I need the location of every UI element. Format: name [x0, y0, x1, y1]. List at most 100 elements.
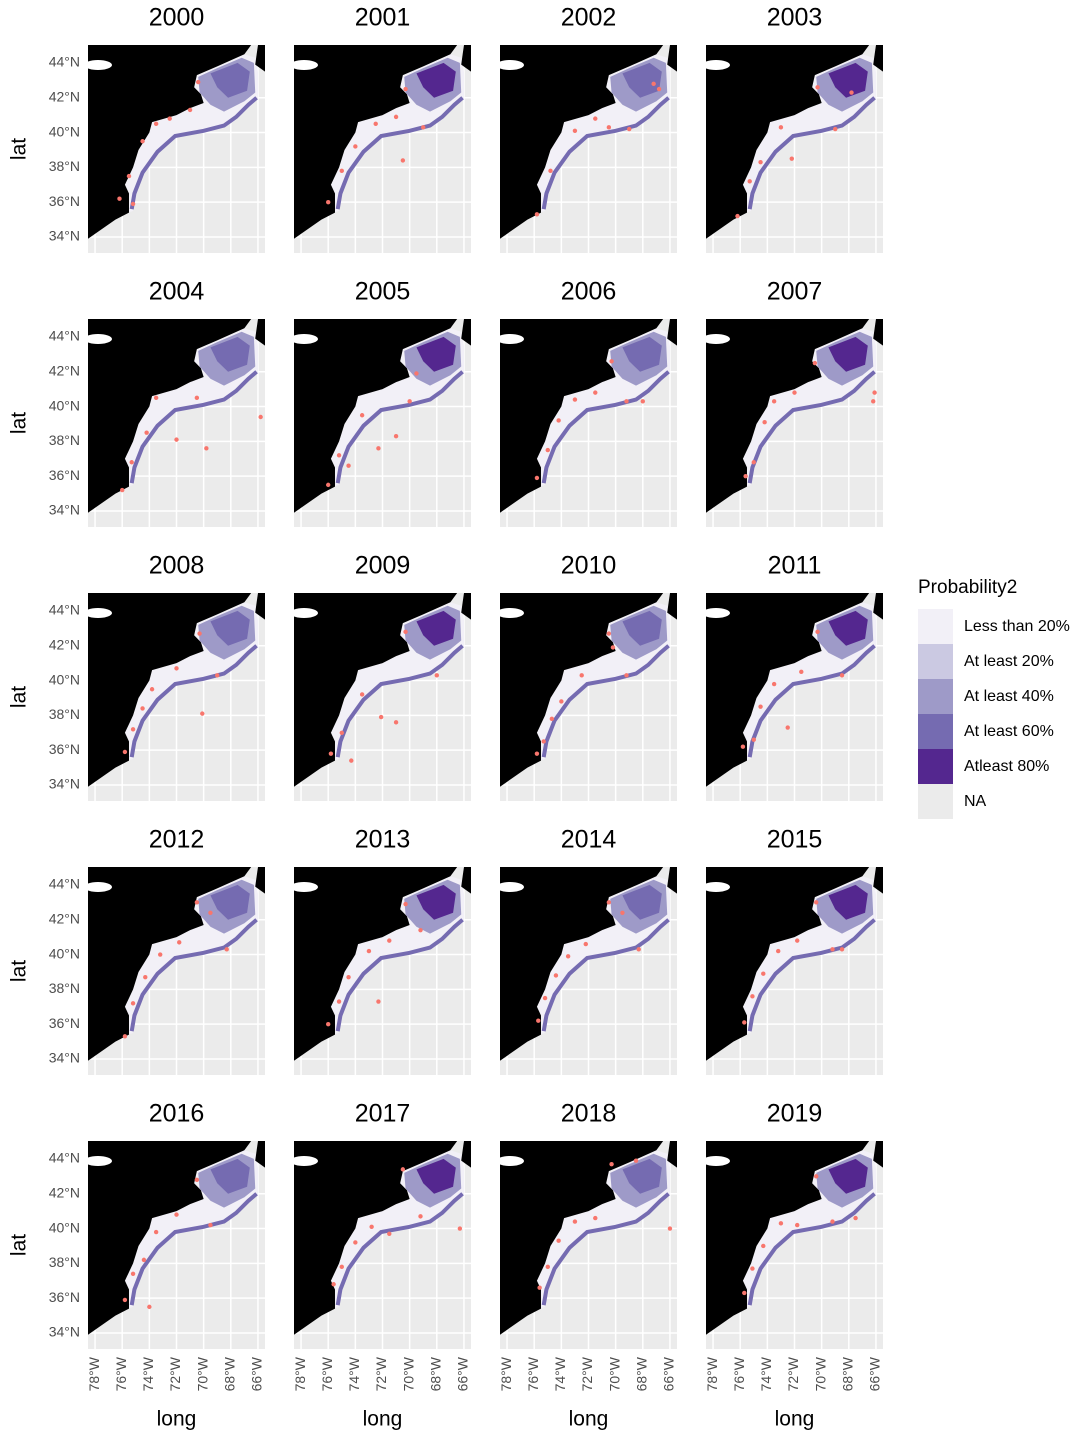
- x-tick-label: 72°W: [373, 1356, 389, 1391]
- observation-point: [215, 673, 220, 678]
- land: [500, 45, 664, 239]
- observation-point: [761, 1243, 766, 1249]
- y-tick-label: 44°N: [49, 54, 80, 70]
- observation-point: [795, 1222, 800, 1228]
- gulf-core: [622, 62, 662, 98]
- lake: [294, 60, 318, 70]
- panel-title: 2005: [355, 278, 411, 306]
- land: [500, 593, 664, 787]
- legend-label: At least 20%: [964, 653, 1054, 670]
- panel-title: 2004: [149, 278, 205, 306]
- x-tick-label: 66°W: [249, 1356, 265, 1391]
- observation-point: [830, 1219, 835, 1224]
- lake: [88, 1156, 112, 1166]
- legend-key: [918, 714, 953, 749]
- observation-point: [376, 999, 381, 1004]
- gulf-core: [210, 62, 250, 98]
- panel-title: 2001: [355, 4, 411, 32]
- land: [706, 1141, 870, 1335]
- gulf-core: [210, 336, 250, 372]
- panel: [706, 45, 883, 253]
- y-axis-title: lat: [8, 960, 31, 982]
- shelf-edge: [335, 918, 464, 1032]
- y-tick-label: 34°N: [49, 502, 80, 518]
- observation-point: [129, 460, 134, 465]
- observation-point: [815, 85, 820, 90]
- lake: [706, 882, 730, 892]
- observation-point: [208, 910, 213, 915]
- observation-point: [534, 212, 540, 217]
- gulf-core: [210, 884, 250, 920]
- observation-point: [758, 159, 763, 165]
- land: [873, 45, 883, 72]
- observation-point: [556, 1238, 561, 1243]
- panel-title: 2008: [149, 552, 205, 580]
- observation-point: [349, 758, 354, 763]
- observation-point: [174, 1212, 179, 1217]
- observation-point: [758, 704, 763, 709]
- observation-point: [378, 714, 384, 720]
- y-tick-label: 36°N: [49, 741, 80, 757]
- x-tick-label: 66°W: [455, 1356, 471, 1391]
- y-tick-label: 42°N: [49, 1184, 80, 1200]
- observation-point: [393, 433, 399, 439]
- land: [667, 593, 677, 620]
- observation-point: [403, 629, 408, 635]
- observation-point: [572, 128, 578, 134]
- observation-point: [565, 954, 571, 959]
- y-tick-label: 44°N: [49, 602, 80, 618]
- observation-point: [143, 974, 148, 980]
- panel: [294, 1141, 471, 1349]
- shelf-edge: [129, 96, 258, 210]
- legend-key: [918, 609, 953, 644]
- observation-point: [434, 673, 439, 678]
- observation-point: [194, 900, 200, 905]
- observation-point: [130, 1001, 136, 1006]
- x-tick-label: 68°W: [427, 1356, 443, 1391]
- shelf-edge: [747, 1192, 876, 1306]
- panel: [88, 1141, 265, 1349]
- x-tick-label: 70°W: [606, 1356, 622, 1391]
- y-tick-label: 40°N: [49, 945, 80, 961]
- observation-point: [369, 1224, 374, 1230]
- y-tick-label: 44°N: [49, 328, 80, 344]
- lake: [500, 60, 524, 70]
- panel-title: 2014: [561, 826, 617, 854]
- land: [873, 593, 883, 620]
- panel: [706, 593, 883, 801]
- observation-point: [536, 1018, 541, 1023]
- observation-point: [194, 395, 200, 401]
- observation-point: [130, 1271, 136, 1277]
- observation-point: [572, 1219, 578, 1224]
- gulf-core: [622, 610, 662, 646]
- observation-point: [789, 156, 794, 161]
- lake: [500, 334, 524, 344]
- observation-point: [871, 399, 876, 404]
- legend-key: [918, 679, 953, 714]
- x-tick-label: 70°W: [812, 1356, 828, 1391]
- observation-point: [747, 179, 752, 184]
- observation-point: [593, 116, 598, 121]
- y-tick-label: 38°N: [49, 706, 80, 722]
- land: [294, 593, 458, 787]
- observation-point: [407, 399, 412, 404]
- y-tick-label: 44°N: [49, 876, 80, 892]
- gulf-core: [828, 884, 868, 920]
- lake: [88, 882, 112, 892]
- x-tick-label: 70°W: [194, 1356, 210, 1391]
- lake: [88, 608, 112, 618]
- observation-point: [542, 995, 548, 1001]
- gulf-core: [828, 1158, 868, 1194]
- y-tick-label: 38°N: [49, 1254, 80, 1270]
- lake: [500, 608, 524, 618]
- panel-title: 2006: [561, 278, 617, 306]
- lake: [294, 334, 318, 344]
- y-axis-title: lat: [8, 686, 31, 708]
- observation-point: [742, 1290, 747, 1296]
- observation-point: [799, 669, 804, 675]
- shelf-edge: [129, 370, 258, 484]
- observation-point: [624, 673, 629, 678]
- observation-point: [606, 631, 612, 636]
- land: [294, 319, 458, 513]
- lake: [500, 1156, 524, 1166]
